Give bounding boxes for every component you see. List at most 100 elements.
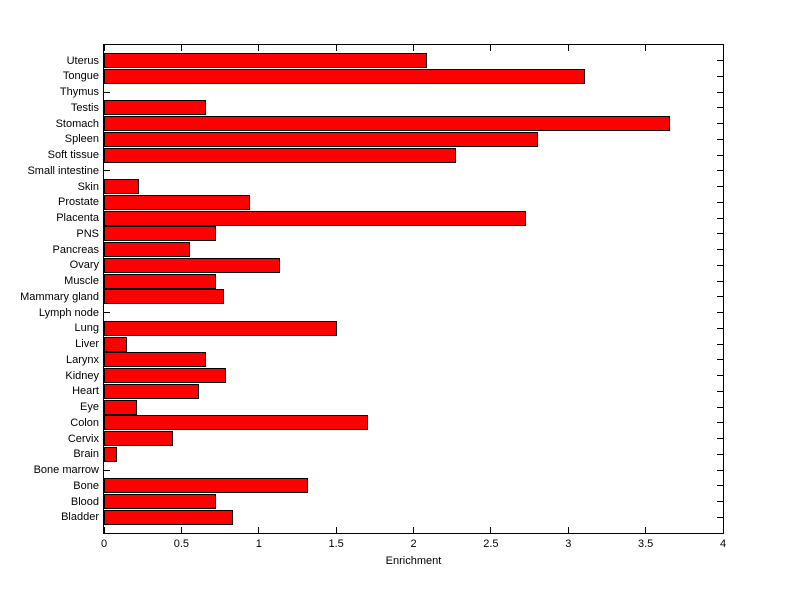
y-tick-label-bone-marrow: Bone marrow bbox=[33, 464, 99, 477]
y-tick-right-bone bbox=[717, 485, 723, 487]
y-tick-label-kidney: Kidney bbox=[65, 369, 99, 382]
bar-eye bbox=[104, 399, 138, 415]
y-tick-label-thymus: Thymus bbox=[59, 86, 99, 99]
bar-liver bbox=[104, 336, 127, 352]
x-tick-top-2 bbox=[258, 45, 260, 51]
y-tick-label-bone: Bone bbox=[73, 479, 99, 492]
y-tick-right-pns bbox=[717, 233, 723, 235]
x-tick-bottom-3 bbox=[335, 527, 337, 533]
y-tick-right-larynx bbox=[717, 359, 723, 361]
bar-skin bbox=[104, 179, 140, 195]
y-tick-right-bone-marrow bbox=[717, 469, 723, 471]
bar-uterus bbox=[104, 53, 427, 69]
y-tick-label-uterus: Uterus bbox=[66, 54, 99, 67]
y-tick-label-pancreas: Pancreas bbox=[52, 243, 99, 256]
y-tick-label-blood: Blood bbox=[70, 495, 99, 508]
y-tick-label-muscle: Muscle bbox=[64, 275, 99, 288]
y-tick-label-mammary-gland: Mammary gland bbox=[20, 290, 99, 303]
bar-stomach bbox=[104, 116, 670, 132]
y-tick-right-ovary bbox=[717, 264, 723, 266]
x-tick-top-6 bbox=[567, 45, 569, 51]
y-tick-right-heart bbox=[717, 390, 723, 392]
bar-spleen bbox=[104, 131, 539, 147]
y-tick-right-lung bbox=[717, 327, 723, 329]
y-tick-label-larynx: Larynx bbox=[65, 353, 99, 366]
y-tick-label-lymph-node: Lymph node bbox=[38, 306, 99, 319]
y-tick-right-testis bbox=[717, 107, 723, 109]
bar-pancreas bbox=[104, 242, 191, 258]
x-tick-top-3 bbox=[335, 45, 337, 51]
plot-area bbox=[103, 44, 724, 534]
x-tick-label-2: 1 bbox=[255, 538, 262, 550]
y-tick-right-liver bbox=[717, 343, 723, 345]
y-tick-right-thymus bbox=[717, 91, 723, 93]
y-tick-label-placenta: Placenta bbox=[56, 212, 99, 225]
y-tick-right-brain bbox=[717, 453, 723, 455]
x-tick-bottom-1 bbox=[180, 527, 182, 533]
x-tick-bottom-2 bbox=[258, 527, 260, 533]
bar-heart bbox=[104, 383, 200, 399]
y-tick-label-tongue: Tongue bbox=[62, 70, 99, 83]
y-tick-right-stomach bbox=[717, 123, 723, 125]
bar-testis bbox=[104, 100, 206, 116]
x-tick-bottom-6 bbox=[567, 527, 569, 533]
y-tick-left-lymph-node bbox=[104, 312, 110, 314]
y-tick-label-soft-tissue: Soft tissue bbox=[47, 149, 99, 162]
bar-bone bbox=[104, 478, 308, 494]
bar-pns bbox=[104, 226, 217, 242]
y-tick-right-uterus bbox=[717, 60, 723, 62]
bar-soft-tissue bbox=[104, 147, 457, 163]
bar-colon bbox=[104, 415, 369, 431]
y-tick-label-colon: Colon bbox=[70, 416, 99, 429]
y-tick-label-small-intestine: Small intestine bbox=[27, 164, 99, 177]
y-tick-left-small-intestine bbox=[104, 170, 110, 172]
y-tick-label-stomach: Stomach bbox=[55, 117, 99, 130]
y-tick-right-small-intestine bbox=[717, 170, 723, 172]
y-tick-right-soft-tissue bbox=[717, 154, 723, 156]
x-tick-label-5: 2.5 bbox=[483, 538, 499, 550]
y-tick-right-eye bbox=[717, 406, 723, 408]
y-tick-right-tongue bbox=[717, 75, 723, 77]
y-tick-right-mammary-gland bbox=[717, 296, 723, 298]
y-tick-right-bladder bbox=[717, 516, 723, 518]
y-tick-right-cervix bbox=[717, 438, 723, 440]
y-tick-label-ovary: Ovary bbox=[69, 259, 99, 272]
y-tick-right-placenta bbox=[717, 217, 723, 219]
y-tick-right-muscle bbox=[717, 280, 723, 282]
x-tick-label-4: 2 bbox=[410, 538, 417, 550]
bar-brain bbox=[104, 446, 118, 462]
x-tick-label-8: 4 bbox=[719, 538, 727, 550]
x-tick-bottom-4 bbox=[413, 527, 414, 533]
bar-cervix bbox=[104, 431, 174, 447]
x-tick-top-5 bbox=[490, 45, 492, 51]
y-tick-right-kidney bbox=[717, 375, 723, 377]
bar-tongue bbox=[104, 68, 585, 84]
bar-lung bbox=[104, 320, 338, 336]
x-tick-top-0 bbox=[103, 45, 105, 51]
x-tick-bottom-5 bbox=[490, 527, 492, 533]
y-tick-right-skin bbox=[717, 186, 723, 188]
bar-prostate bbox=[104, 194, 251, 210]
y-tick-label-pns: PNS bbox=[76, 227, 99, 240]
x-tick-bottom-0 bbox=[103, 527, 105, 533]
bar-muscle bbox=[104, 273, 217, 289]
x-tick-label-0: 0 bbox=[100, 538, 108, 550]
y-tick-label-prostate: Prostate bbox=[58, 196, 99, 209]
y-tick-label-heart: Heart bbox=[72, 385, 99, 398]
y-tick-label-testis: Testis bbox=[70, 101, 99, 114]
y-tick-label-spleen: Spleen bbox=[64, 133, 99, 146]
bar-mammary-gland bbox=[104, 289, 225, 305]
y-tick-left-thymus bbox=[104, 91, 110, 93]
y-tick-right-colon bbox=[717, 422, 723, 424]
y-tick-label-skin: Skin bbox=[77, 180, 99, 193]
bar-placenta bbox=[104, 210, 526, 226]
bar-larynx bbox=[104, 352, 206, 368]
y-tick-label-bladder: Bladder bbox=[61, 511, 99, 524]
y-tick-label-eye: Eye bbox=[80, 401, 99, 414]
y-tick-right-lymph-node bbox=[717, 312, 723, 314]
y-tick-right-spleen bbox=[717, 138, 723, 140]
x-axis-label: Enrichment bbox=[385, 555, 442, 567]
y-tick-right-blood bbox=[717, 501, 723, 503]
bar-ovary bbox=[104, 257, 280, 273]
